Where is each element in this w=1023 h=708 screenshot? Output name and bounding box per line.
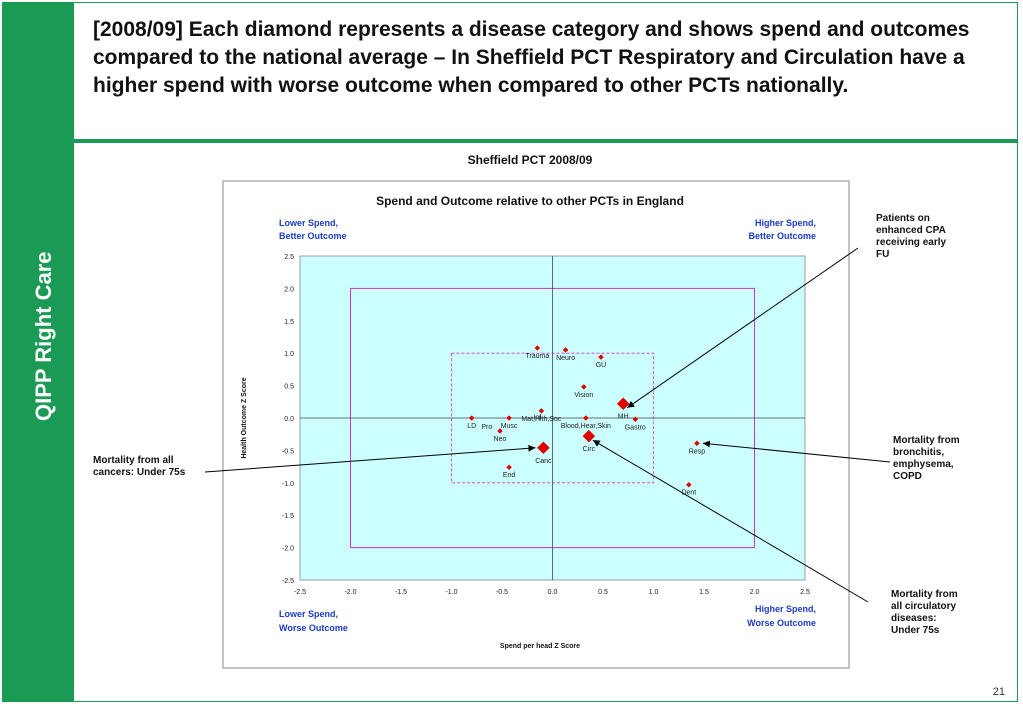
x-tick-label: 2.5 bbox=[800, 589, 810, 596]
quadrant-bottom-left-2: Worse Outcome bbox=[279, 623, 348, 633]
quadrant-top-left-2: Better Outcome bbox=[279, 231, 347, 241]
data-label: Mat,Hlth,Soc bbox=[521, 416, 562, 423]
y-tick-label: -2.5 bbox=[282, 578, 294, 585]
data-point bbox=[685, 481, 692, 488]
x-tick-label: 1.5 bbox=[699, 589, 709, 596]
quadrant-top-right-1: Higher Spend, bbox=[755, 218, 816, 228]
y-axis-label: Health Outcome Z Score bbox=[241, 377, 248, 458]
data-point bbox=[694, 440, 700, 447]
data-point bbox=[632, 416, 639, 423]
chart-title: Spend and Outcome relative to other PCTs… bbox=[376, 194, 684, 208]
data-point bbox=[562, 347, 569, 353]
data-label: Neo bbox=[494, 436, 507, 443]
data-label: Dent bbox=[681, 490, 696, 497]
x-tick-label: -1.5 bbox=[395, 589, 407, 596]
slide-headline: [2008/09] Each diamond represents a dise… bbox=[93, 18, 970, 97]
x-tick-label: 1.0 bbox=[649, 589, 659, 596]
data-point bbox=[506, 464, 512, 471]
y-tick-label: 1.0 bbox=[284, 351, 294, 358]
data-label: MH bbox=[618, 414, 629, 421]
data-label: Trauma bbox=[525, 353, 549, 360]
callout-cpa: Patients on enhanced CPA receiving early… bbox=[876, 213, 947, 260]
data-point bbox=[506, 415, 512, 421]
callout-arrow bbox=[626, 247, 859, 409]
data-label: Musc bbox=[501, 423, 518, 430]
data-point bbox=[582, 429, 596, 443]
data-point bbox=[598, 354, 604, 360]
y-tick-label: 2.5 bbox=[284, 254, 294, 261]
data-label: LD bbox=[467, 423, 476, 430]
data-point bbox=[582, 415, 589, 421]
data-label: Pro bbox=[481, 424, 492, 431]
data-point bbox=[538, 408, 545, 414]
quadrant-top-right-2: Better Outcome bbox=[748, 231, 816, 241]
callout-arrow bbox=[204, 444, 536, 473]
callout-circ: Mortality from all circulatory diseases:… bbox=[891, 589, 958, 636]
chart-header: Sheffield PCT 2008/09 bbox=[468, 153, 593, 167]
sidebar: QIPP Right Care bbox=[3, 3, 74, 702]
data-label: Circ bbox=[583, 446, 596, 453]
x-tick-label: 2.0 bbox=[750, 589, 760, 596]
y-tick-label: -1.0 bbox=[282, 481, 294, 488]
x-tick-label: 0.5 bbox=[598, 589, 608, 596]
x-tick-label: 0.0 bbox=[548, 589, 558, 596]
x-tick-label: -0.5 bbox=[496, 589, 508, 596]
y-tick-label: 2.0 bbox=[284, 286, 294, 293]
page-number: 21 bbox=[992, 686, 1005, 698]
data-label: Resp bbox=[689, 448, 705, 455]
y-tick-label: -2.0 bbox=[282, 546, 294, 553]
y-tick-label: 0.0 bbox=[284, 416, 294, 423]
y-tick-label: 0.5 bbox=[284, 384, 294, 391]
quadrant-bottom-right-2: Worse Outcome bbox=[747, 618, 816, 628]
x-tick-label: -1.0 bbox=[445, 589, 457, 596]
data-label: Vision bbox=[574, 392, 593, 399]
callout-arrow bbox=[592, 439, 869, 603]
y-tick-label: -1.5 bbox=[282, 513, 294, 520]
data-label: End bbox=[503, 472, 516, 479]
callout-canc: Mortality from all cancers: Under 75s bbox=[93, 455, 186, 478]
callout-arrow bbox=[702, 440, 891, 463]
data-point bbox=[537, 441, 550, 455]
x-axis-label: Spend per head Z Score bbox=[500, 643, 580, 650]
x-tick-label: -2.0 bbox=[344, 589, 356, 596]
x-tick-label: -2.5 bbox=[294, 589, 306, 596]
data-label: GU bbox=[596, 362, 607, 369]
data-label: Gastro bbox=[625, 424, 646, 431]
data-point bbox=[497, 428, 503, 434]
data-label: Neuro bbox=[556, 355, 575, 362]
data-point bbox=[580, 384, 587, 390]
data-label: Blood,Hear,Skin bbox=[561, 423, 611, 430]
y-tick-label: 1.5 bbox=[284, 319, 294, 326]
y-tick-label: -0.5 bbox=[282, 448, 294, 455]
quadrant-bottom-right-1: Higher Spend, bbox=[755, 604, 816, 614]
data-label: Canc bbox=[535, 458, 552, 465]
quadrant-bottom-left-1: Lower Spend, bbox=[279, 609, 338, 619]
data-point bbox=[534, 345, 541, 351]
divider bbox=[74, 139, 1018, 143]
quadrant-top-left-1: Lower Spend, bbox=[279, 218, 338, 228]
data-point bbox=[468, 415, 475, 421]
callout-resp: Mortality from bronchitis, emphysema, CO… bbox=[893, 435, 960, 482]
data-label: Inf bbox=[533, 415, 541, 422]
